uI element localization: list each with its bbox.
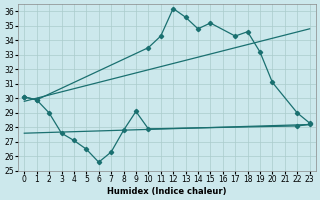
- X-axis label: Humidex (Indice chaleur): Humidex (Indice chaleur): [107, 187, 227, 196]
